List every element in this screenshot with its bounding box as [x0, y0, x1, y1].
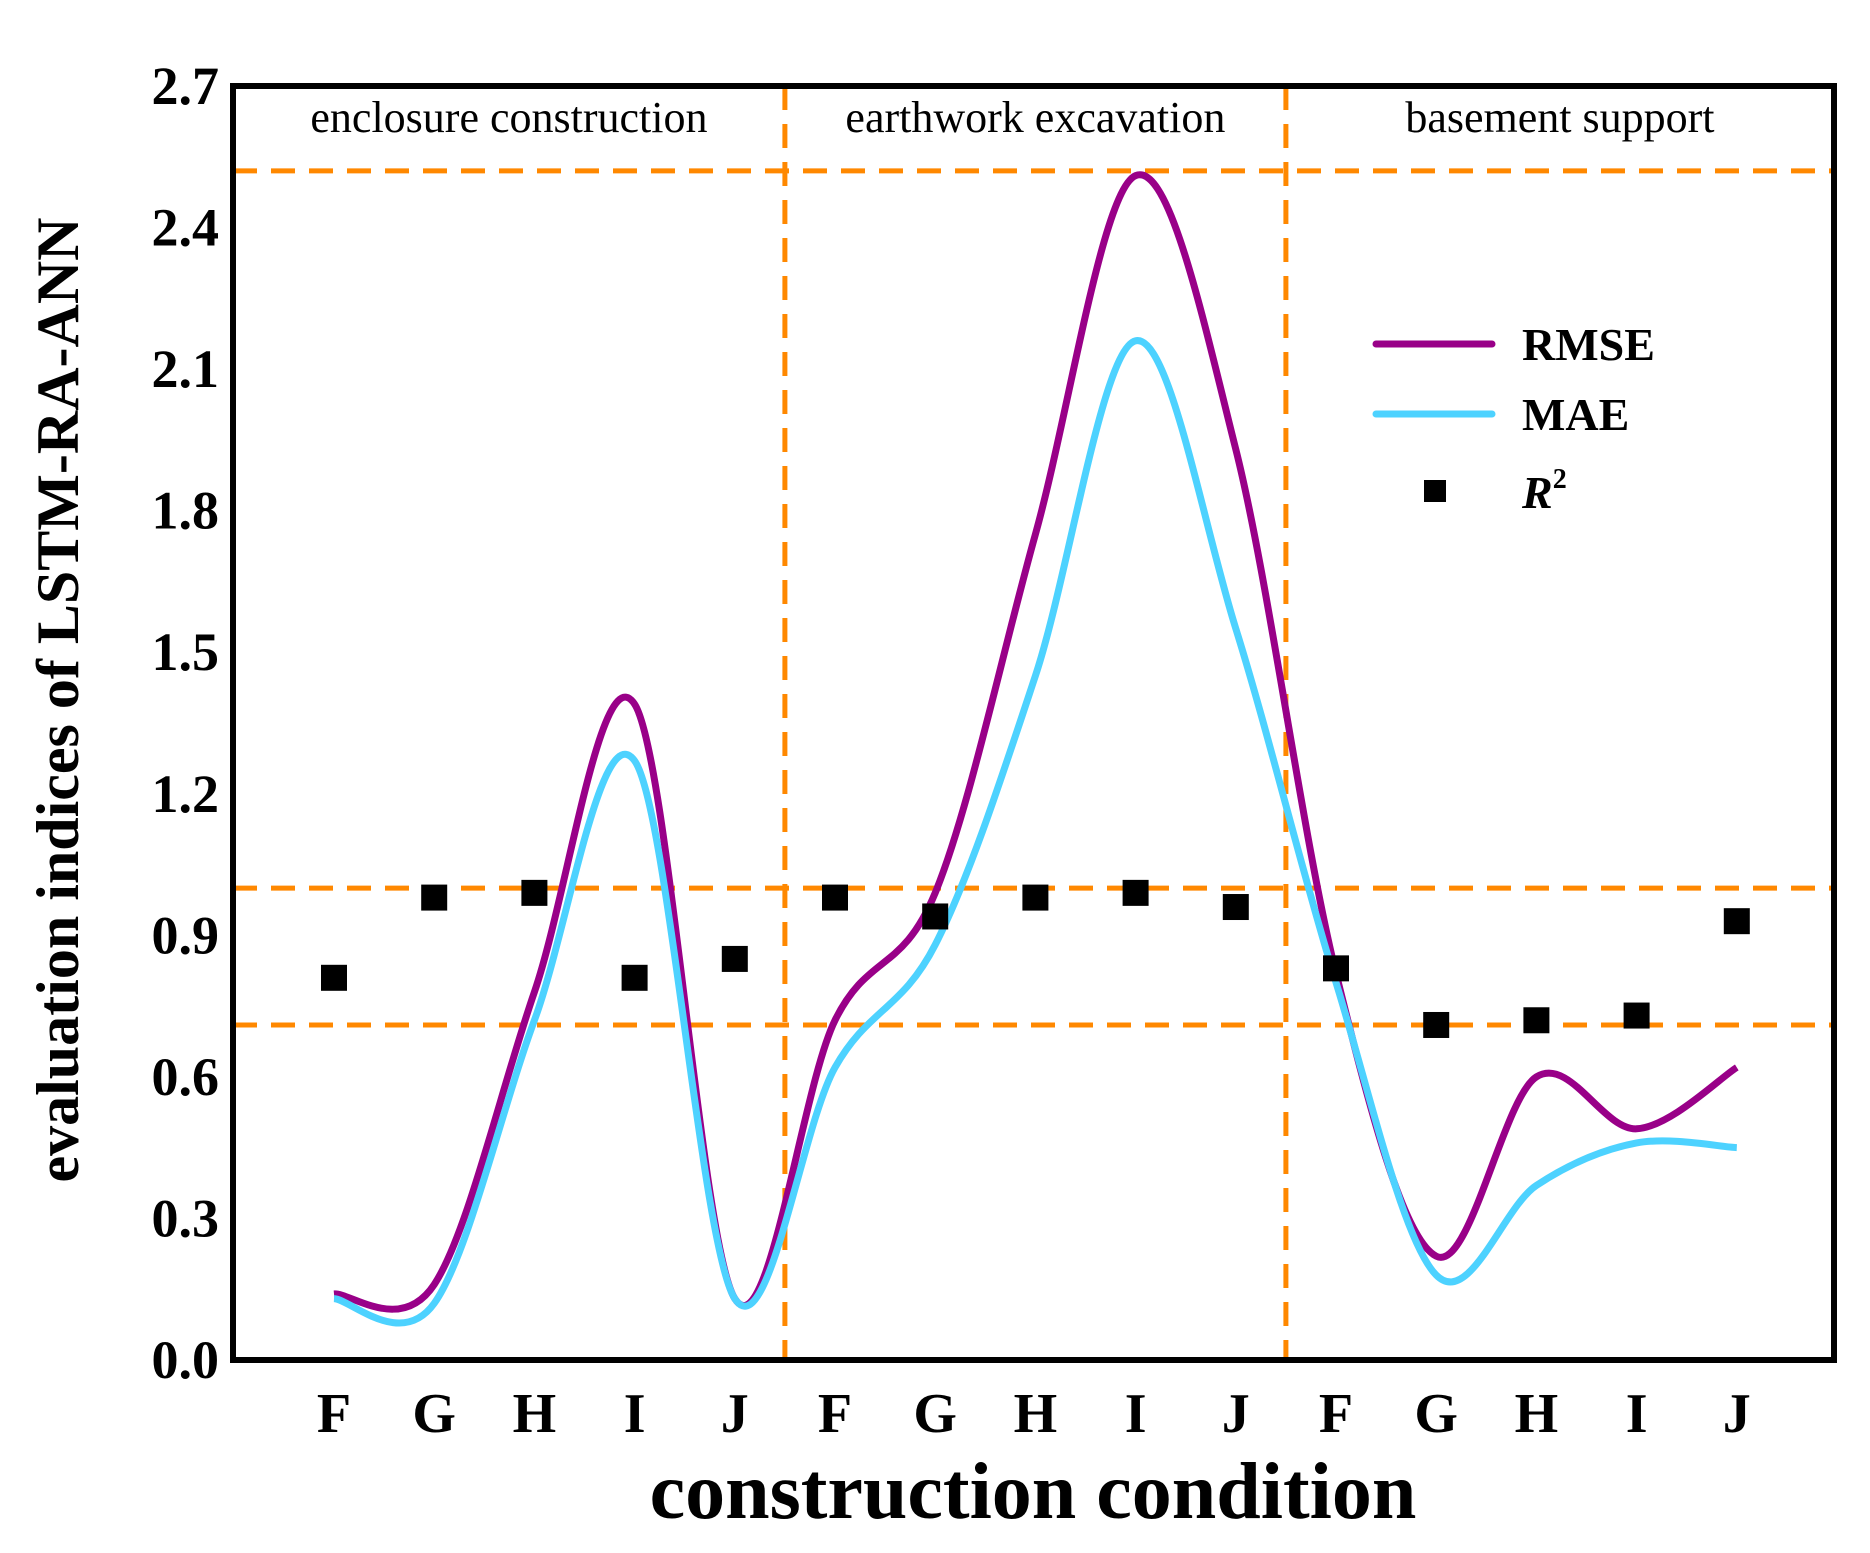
y-tick-label: 2.4 — [152, 198, 220, 258]
r2-marker — [1623, 1002, 1650, 1029]
y-tick-label: 1.5 — [152, 622, 220, 682]
y-tick-label: 0.9 — [152, 905, 220, 965]
r2-marker — [621, 964, 648, 991]
x-tick-label: F — [317, 1383, 351, 1445]
x-axis-label: construction condition — [650, 1448, 1417, 1536]
r2-marker — [1022, 884, 1049, 911]
series-line-mae — [333, 337, 1738, 1327]
legend: RMSE MAE R2 — [1372, 319, 1655, 518]
y-tick-label: 0.0 — [152, 1330, 220, 1390]
x-tick-label: H — [1014, 1383, 1058, 1445]
plot-frame — [230, 83, 1837, 1363]
r2-marker — [321, 964, 347, 991]
y-tick-label: 1.2 — [152, 764, 220, 824]
x-tick-label: I — [624, 1383, 646, 1445]
x-tick-label: I — [1125, 1383, 1147, 1445]
r2-marker — [1523, 1007, 1550, 1034]
y-tick-label: 2.1 — [152, 339, 220, 399]
x-tick-label: G — [1414, 1383, 1458, 1445]
x-tick-label: J — [1222, 1383, 1250, 1445]
region-labels: enclosure construction earthwork excavati… — [310, 93, 1714, 142]
legend-r2-sup: 2 — [1553, 464, 1567, 495]
r2-marker — [1723, 908, 1750, 935]
r2-marker — [521, 879, 548, 906]
series-layer — [321, 171, 1750, 1327]
legend-r2-base: R — [1521, 467, 1553, 518]
legend-mae-label: MAE — [1522, 389, 1629, 440]
x-tick-label: I — [1626, 1383, 1648, 1445]
r2-marker — [1222, 894, 1249, 921]
x-tick-label: G — [913, 1383, 957, 1445]
region-label: enclosure construction — [310, 93, 707, 142]
r2-marker — [721, 945, 748, 972]
y-tick-label: 1.8 — [152, 481, 220, 541]
x-tick-label: H — [1515, 1383, 1559, 1445]
r2-marker — [1423, 1011, 1450, 1038]
x-tick-label: F — [1319, 1383, 1353, 1445]
r2-marker — [822, 884, 848, 911]
y-tick-label: 0.3 — [152, 1188, 220, 1248]
r2-marker — [1323, 955, 1349, 982]
x-tick-label: G — [412, 1383, 456, 1445]
y-tick-label: 0.6 — [152, 1047, 220, 1107]
reference-lines — [233, 86, 1834, 1360]
y-axis-label: evaluation indices of LSTM-RA-ANN — [25, 217, 91, 1182]
legend-r2-swatch — [1424, 480, 1446, 502]
y-tick-label: 2.7 — [152, 56, 220, 116]
x-tick-label: J — [721, 1383, 749, 1445]
x-tick-label: H — [513, 1383, 557, 1445]
legend-rmse-label: RMSE — [1522, 319, 1655, 370]
r2-marker — [1122, 879, 1149, 906]
r2-marker — [421, 884, 448, 911]
x-tick-label: J — [1723, 1383, 1751, 1445]
region-label: basement support — [1405, 93, 1714, 142]
r2-marker — [922, 903, 949, 930]
legend-r2-label: R2 — [1521, 464, 1567, 518]
y-ticks: 0.0 0.3 0.6 0.9 1.2 1.5 1.8 2.1 2.4 2.7 — [152, 56, 220, 1390]
region-label: earthwork excavation — [845, 93, 1225, 142]
x-tick-label: F — [818, 1383, 852, 1445]
